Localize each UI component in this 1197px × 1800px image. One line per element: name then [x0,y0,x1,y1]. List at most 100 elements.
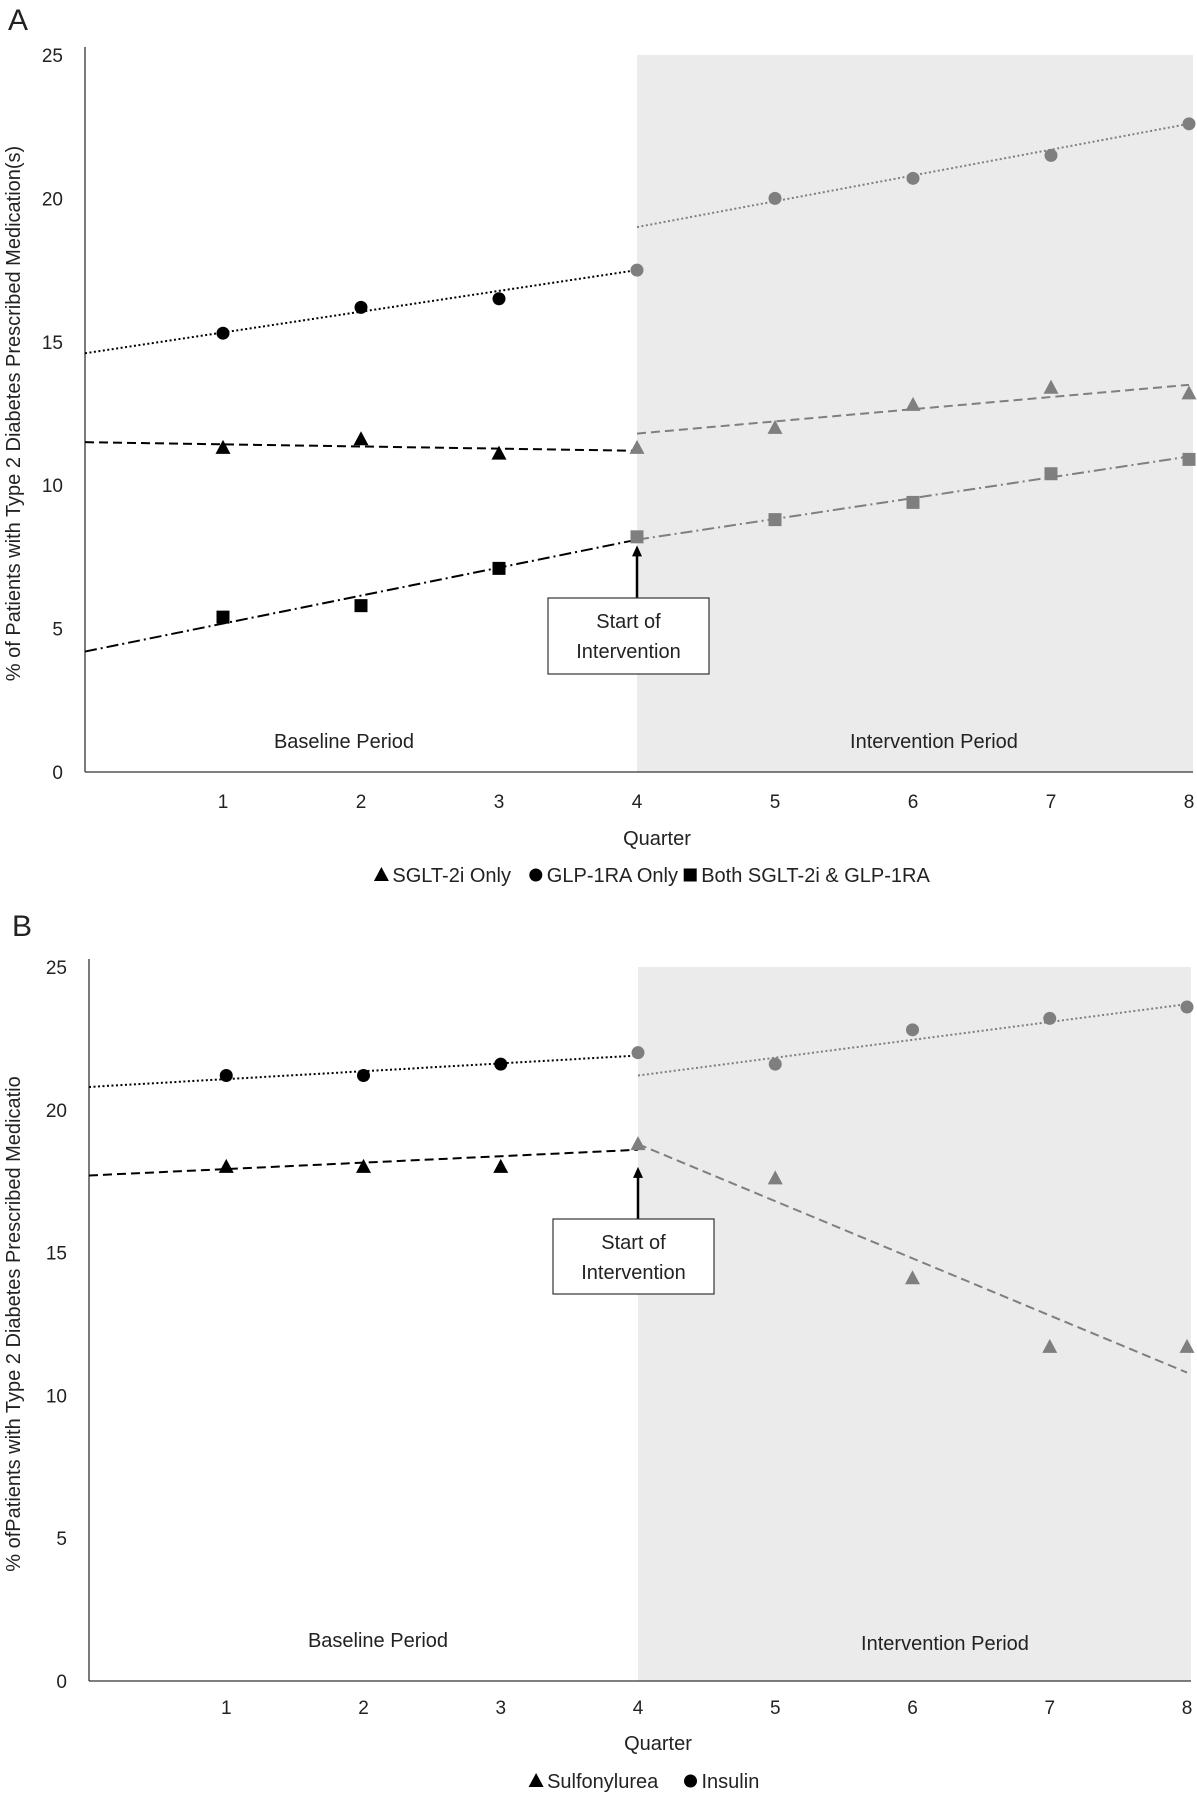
panel-b: B 0 5 10 15 20 25 1 2 3 4 5 6 7 8 Quarter % ofPatients w… [3,910,1195,1793]
data-point-circle [492,292,506,306]
x-tick-label: 8 [1184,792,1195,813]
data-point-circle [219,1069,233,1083]
data-point-square [354,599,368,613]
x-tick-label: 4 [632,792,643,813]
y-tick-label: 10 [46,1386,67,1407]
y-tick-label: 10 [42,476,63,497]
legend-label: GLP-1RA Only [547,865,678,887]
series-glp-1ra-only [84,117,1196,355]
x-tick-label: 3 [495,1698,506,1719]
legend-label: Insulin [702,1771,760,1793]
data-point-circle [768,1057,782,1071]
intervention-shading [637,55,1193,772]
x-tick-label: 1 [218,792,229,813]
annotation-box [547,597,710,675]
intervention-trend-line [636,455,1190,541]
legend-circle-icon [529,868,543,882]
legend-item: GLP-1RA Only [529,865,678,887]
y-tick-label: 0 [52,763,63,784]
x-tick-label: 7 [1046,792,1057,813]
legend: SGLT-2i Only GLP-1RA Only Both SGLT-2i & G… [373,865,930,887]
y-tick-label: 5 [52,620,63,641]
baseline-period-label: Baseline Period [274,731,414,753]
data-point-circle [216,326,230,340]
y-tick-label: 15 [42,333,63,354]
data-point-triangle [767,1170,783,1185]
arrowhead-icon [633,1166,643,1178]
series-both-sglt-2i-glp-1ra [84,452,1196,653]
data-point-triangle [767,419,783,434]
data-point-circle [494,1057,508,1071]
data-point-triangle [218,1158,234,1173]
data-point-circle [630,263,644,277]
x-tick-label: 7 [1044,1698,1055,1719]
data-point-circle [906,1023,919,1037]
y-axis-label: % ofPatients with Type 2 Diabetes Prescr… [3,1076,25,1571]
data-point-square [492,561,506,575]
data-point-circle [1180,1000,1194,1014]
data-point-circle [631,1046,645,1060]
y-tick-label: 5 [56,1529,67,1550]
x-tick-label: 4 [633,1698,644,1719]
data-point-square [216,610,230,624]
x-tick-label: 2 [356,792,367,813]
intervention-trend-line [637,1143,1188,1374]
legend-item: Both SGLT-2i & GLP-1RA [683,865,930,887]
x-tick-label: 8 [1182,1698,1193,1719]
baseline-trend-line [84,441,638,452]
panel-a: A 0 5 10 15 20 25 1 2 3 4 5 6 7 8 Quarter % of Patients … [3,4,1197,887]
data-point-triangle [1181,385,1197,400]
x-axis-label: Quarter [624,1733,692,1755]
intervention-period-label: Intervention Period [861,1633,1029,1655]
legend-item: Sulfonylurea [528,1771,659,1793]
data-point-circle [1044,148,1058,162]
legend-square-icon [683,868,697,882]
data-point-square [1044,467,1058,481]
y-tick-label: 15 [46,1244,67,1265]
x-tick-label: 5 [770,792,781,813]
data-point-circle [357,1069,370,1083]
intervention-period-label: Intervention Period [850,731,1018,753]
arrowhead-icon [632,545,642,557]
legend-item: Insulin [684,1771,759,1793]
data-point-triangle [629,439,645,454]
series-insulin [88,1000,1194,1088]
legend-triangle-icon [528,1773,544,1787]
data-point-circle [1182,117,1196,131]
series-sglt-2i-only [84,379,1197,460]
legend-label: SGLT-2i Only [392,865,511,887]
y-tick-label: 20 [42,189,63,210]
baseline-period-label: Baseline Period [308,1630,448,1652]
legend-circle-icon [684,1774,697,1788]
x-tick-label: 6 [907,1698,918,1719]
annotation-line-1: Start of [601,1232,666,1254]
x-tick-label: 5 [770,1698,781,1719]
y-tick-label: 25 [46,958,67,979]
legend: Sulfonylurea Insulin [528,1771,759,1793]
data-point-square [630,530,644,544]
data-point-triangle [491,445,507,460]
y-tick-label: 20 [46,1101,67,1122]
x-tick-label: 6 [908,792,919,813]
y-axis-label: % of Patients with Type 2 Diabetes Presc… [3,146,25,681]
x-tick-label: 1 [221,1698,232,1719]
data-point-triangle [493,1158,509,1173]
series-sulfonylurea [88,1136,1195,1374]
x-axis-label: Quarter [623,828,691,850]
data-point-triangle [630,1136,646,1151]
annotation-line-2: Intervention [576,641,681,663]
legend-triangle-icon [373,867,389,881]
panel-label: A [8,4,28,37]
data-point-triangle [1179,1338,1195,1353]
data-point-triangle [215,439,231,454]
data-point-triangle [1042,1338,1058,1353]
x-tick-label: 3 [494,792,505,813]
legend-label: Sulfonylurea [547,1771,659,1793]
y-tick-label: 25 [42,46,63,67]
annotation-line-2: Intervention [581,1262,686,1284]
data-point-square [768,513,782,527]
data-point-triangle [353,431,369,446]
y-tick-label: 0 [56,1672,67,1693]
baseline-trend-line [84,538,638,653]
